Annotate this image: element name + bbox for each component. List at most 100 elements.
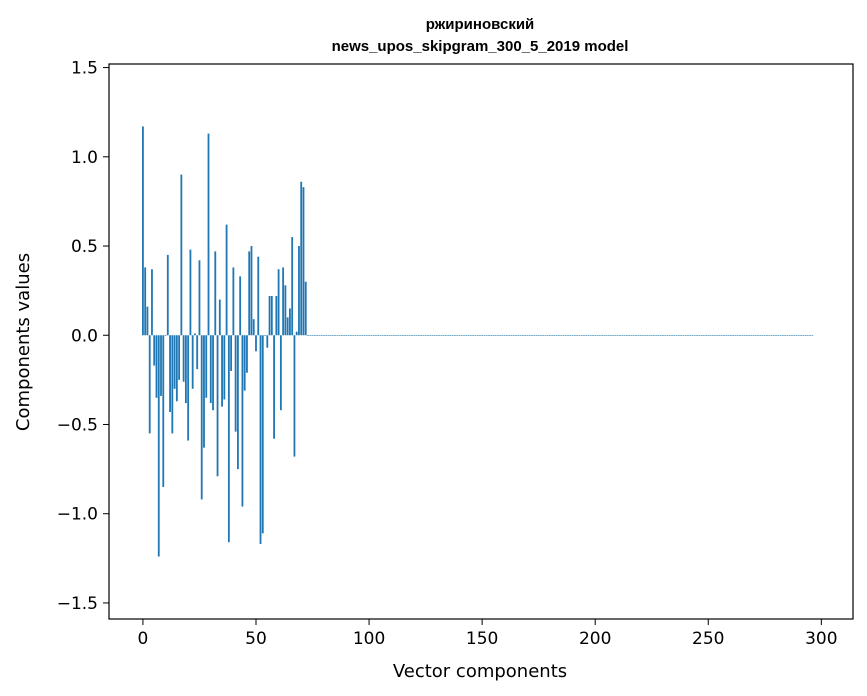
bar-7 — [157, 335, 160, 557]
bar-122 — [417, 335, 420, 336]
bar-105 — [379, 335, 382, 336]
bar-286 — [788, 335, 791, 336]
bar-201 — [596, 335, 599, 336]
bar-270 — [752, 335, 755, 336]
bar-197 — [587, 335, 590, 336]
bar-233 — [668, 335, 671, 336]
bar-58 — [273, 335, 275, 439]
bar-247 — [700, 335, 703, 336]
bar-173 — [533, 335, 536, 336]
bar-175 — [537, 335, 540, 336]
bar-101 — [370, 335, 373, 336]
bar-224 — [648, 335, 651, 336]
bar-115 — [402, 335, 404, 336]
bar-24 — [196, 335, 199, 370]
bar-278 — [770, 335, 773, 336]
bar-96 — [359, 335, 361, 336]
bar-88 — [341, 335, 343, 336]
bar-291 — [800, 335, 802, 336]
bar-279 — [772, 335, 775, 336]
x-axis-label: Vector components — [393, 661, 567, 682]
bar-192 — [576, 335, 579, 336]
bar-83 — [329, 335, 332, 336]
y-tick-label: −0.5 — [57, 415, 98, 435]
bar-231 — [664, 335, 667, 336]
bar-222 — [644, 335, 646, 336]
bar-206 — [607, 335, 610, 336]
bar-118 — [408, 335, 411, 336]
bar-150 — [481, 335, 484, 336]
bar-87 — [338, 335, 341, 336]
bar-137 — [451, 335, 454, 336]
bar-290 — [797, 335, 800, 336]
bar-268 — [748, 335, 750, 336]
bar-89 — [343, 335, 346, 336]
bar-133 — [442, 335, 445, 336]
bar-191 — [573, 335, 576, 336]
bar-69 — [298, 246, 300, 336]
bar-107 — [383, 335, 386, 336]
bar-26 — [200, 335, 203, 500]
bar-266 — [743, 335, 746, 336]
x-tick-label: 300 — [805, 629, 837, 649]
bar-239 — [682, 335, 685, 336]
bar-205 — [605, 335, 608, 336]
bar-106 — [381, 335, 384, 336]
bar-78 — [318, 335, 321, 336]
bar-177 — [542, 335, 545, 336]
bar-61 — [279, 335, 282, 411]
bar-36 — [223, 335, 226, 400]
bar-259 — [727, 335, 730, 336]
bar-2 — [146, 306, 149, 336]
bar-138 — [454, 335, 456, 336]
bar-200 — [594, 335, 597, 336]
bar-220 — [639, 335, 642, 336]
bar-74 — [309, 335, 312, 336]
bar-77 — [316, 335, 318, 336]
bar-143 — [465, 335, 468, 336]
bar-49 — [252, 319, 255, 336]
bar-120 — [413, 335, 416, 336]
bar-13 — [171, 335, 174, 434]
bar-85 — [334, 335, 337, 336]
bar-258 — [725, 335, 728, 336]
bar-5 — [153, 335, 156, 366]
bar-98 — [363, 335, 366, 336]
bar-128 — [431, 335, 434, 336]
bar-16 — [178, 335, 181, 380]
bar-232 — [666, 335, 669, 336]
bar-155 — [492, 335, 495, 336]
bar-196 — [585, 335, 588, 336]
bar-18 — [182, 335, 185, 382]
bar-226 — [653, 335, 655, 336]
y-axis: −1.5 −1.0 −0.5 0.0 0.5 1.0 1.5 — [57, 59, 109, 614]
bar-269 — [750, 335, 753, 336]
bar-229 — [659, 335, 662, 336]
bar-59 — [275, 295, 278, 336]
bar-187 — [564, 335, 567, 336]
bar-97 — [361, 335, 364, 336]
bar-39 — [230, 335, 233, 371]
bar-119 — [411, 335, 413, 336]
bar-207 — [610, 335, 612, 336]
bar-186 — [562, 335, 565, 336]
bar-123 — [420, 335, 422, 336]
bar-131 — [438, 335, 441, 336]
bar-93 — [352, 335, 355, 336]
bar-103 — [374, 335, 377, 336]
bar-1 — [144, 267, 147, 336]
bar-149 — [478, 335, 481, 336]
bar-21 — [189, 249, 192, 336]
bars-group — [142, 126, 814, 557]
plot-frame — [108, 63, 854, 620]
bar-216 — [630, 335, 633, 336]
bar-214 — [625, 335, 628, 336]
bar-11 — [166, 254, 169, 336]
bar-17 — [180, 174, 183, 336]
bar-180 — [549, 335, 551, 336]
bar-84 — [331, 335, 334, 336]
bar-277 — [768, 335, 771, 336]
bar-79 — [320, 335, 323, 336]
bar-43 — [239, 276, 242, 336]
bar-125 — [424, 335, 427, 336]
